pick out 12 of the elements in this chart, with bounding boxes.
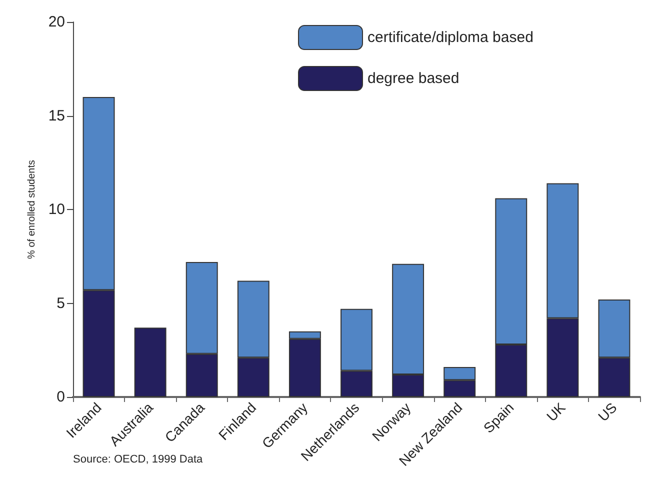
y-tick-label: 15 — [48, 107, 65, 124]
y-tick-label: 5 — [56, 294, 65, 312]
y-tick-label: 0 — [56, 388, 65, 406]
x-tick-label: US — [594, 399, 620, 424]
legend-label: degree based — [368, 70, 460, 87]
legend-label: certificate/diploma based — [368, 29, 534, 46]
bar — [134, 328, 166, 397]
source-note: Source: OECD, 1999 Data — [73, 454, 204, 466]
x-tick-label: UK — [543, 398, 569, 424]
y-tick-label: 20 — [48, 14, 65, 30]
y-axis-title: % of enrolled students — [26, 160, 38, 259]
y-tick-label: 10 — [48, 201, 65, 218]
